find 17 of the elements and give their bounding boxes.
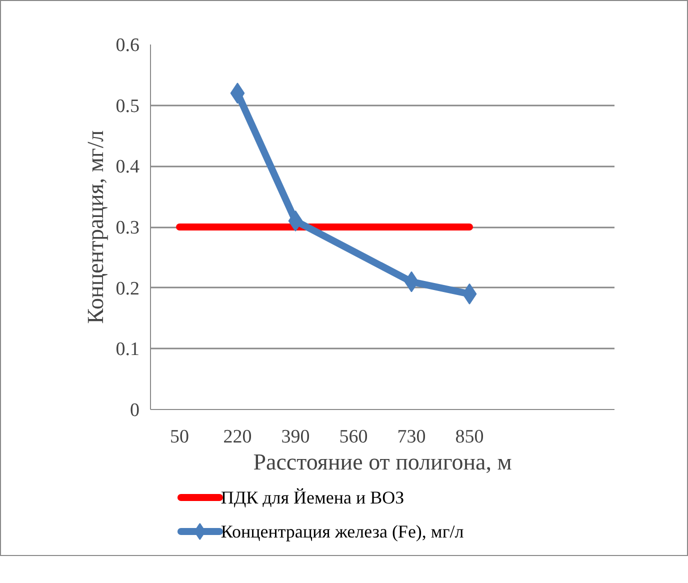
y-tick-label: 0.3 [116, 218, 140, 238]
x-tick-label: 390 [281, 426, 310, 448]
y-tick-label: 0.5 [116, 96, 140, 117]
legend-label: ПДК для Йемена и ВОЗ [220, 488, 404, 508]
x-tick-label: 850 [455, 426, 484, 448]
x-tick-label: 220 [223, 426, 252, 448]
x-tick-label: 560 [339, 426, 368, 448]
legend-label: Концентрация железа (Fe), мг/л [220, 522, 464, 542]
y-axis-title: Концентрация, мг/л [82, 130, 108, 324]
x-axis-title: Расстояние от полигона, м [253, 450, 512, 474]
y-tick-label: 0.6 [116, 35, 140, 56]
y-tick-label: 0.2 [116, 278, 140, 300]
y-tick-label: 0.4 [116, 156, 140, 178]
x-tick-label: 730 [397, 426, 426, 448]
y-tick-label: 0.1 [116, 339, 140, 360]
y-tick-label: 0 [130, 400, 140, 421]
x-tick-label: 50 [170, 426, 189, 448]
